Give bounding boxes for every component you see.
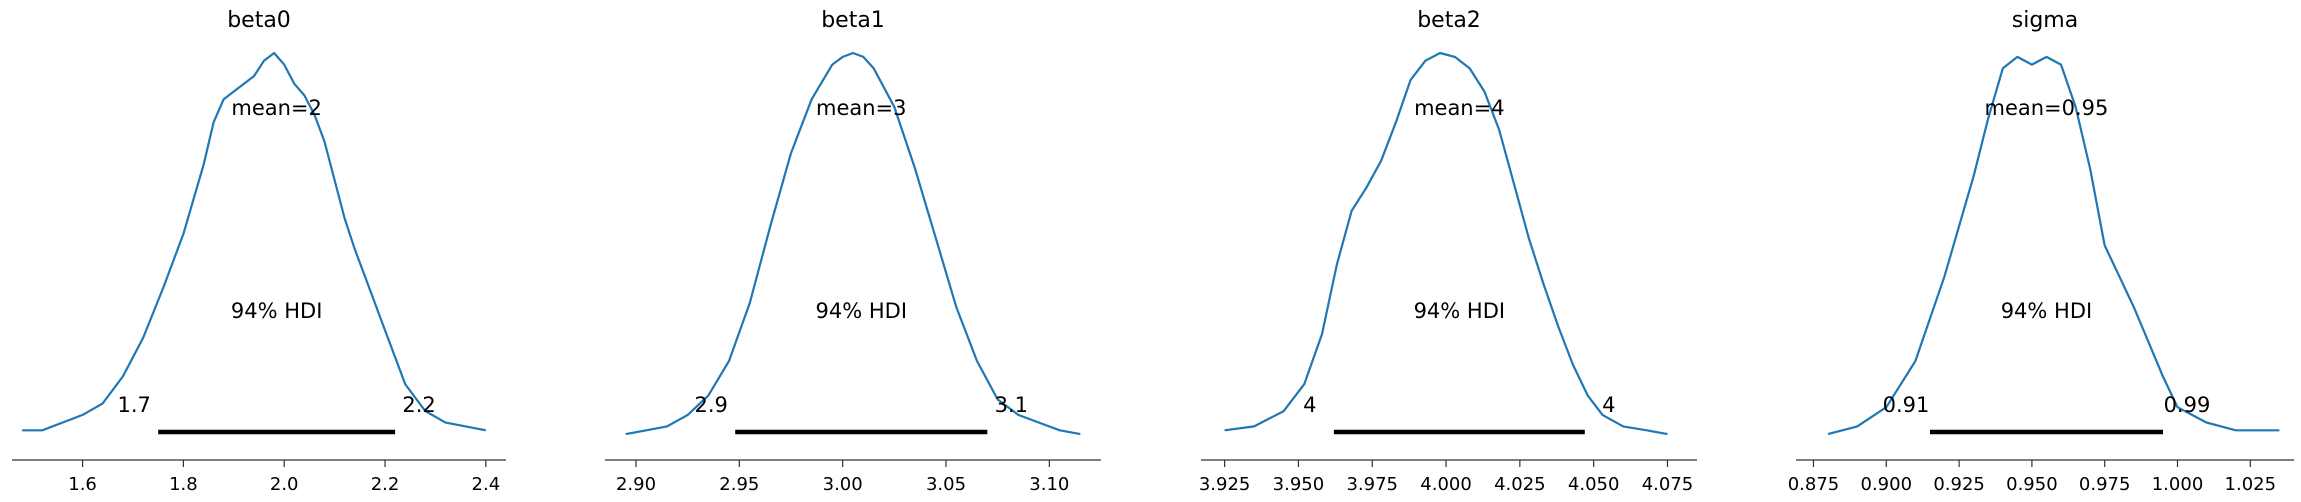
panel-title: beta1 [821,8,885,33]
hdi-lower-label: 1.7 [117,393,150,417]
mean-label: mean=3 [816,96,907,120]
x-tick-label: 3.10 [1029,474,1069,495]
x-tick-label: 2.0 [270,474,299,495]
x-tick-label: 3.925 [1199,474,1251,495]
posterior-panel-beta2: beta2 mean=4 94% HDI 4 4 3.925 3.950 3.975 4.000… [1199,8,1697,495]
x-tick-label: 1.000 [2152,474,2204,495]
hdi-upper-label: 3.1 [995,393,1028,417]
x-tick-label: 0.975 [2079,474,2131,495]
panel-title: beta2 [1417,8,1481,33]
x-tick-label: 4.075 [1642,474,1694,495]
hdi-upper-label: 4 [1602,393,1615,417]
x-tick-label: 0.900 [1861,474,1913,495]
x-tick-label: 0.875 [1788,474,1840,495]
x-tick-label: 3.00 [823,474,863,495]
posterior-panel-beta0: beta0 mean=2 94% HDI 1.7 2.2 1.6 1.8 2.0 2.2 2.4 [12,8,506,495]
hdi-label: 94% HDI [816,299,908,323]
x-tick-label: 1.8 [169,474,198,495]
hdi-lower-label: 4 [1303,393,1316,417]
x-tick-label: 4.025 [1494,474,1546,495]
posterior-panel-sigma: sigma mean=0.95 94% HDI 0.91 0.99 0.875 0.900 0… [1788,8,2294,495]
hdi-lower-label: 2.9 [694,393,727,417]
x-tick-label: 3.975 [1346,474,1398,495]
x-tick-label: 4.050 [1568,474,1620,495]
density-curve [625,51,1081,436]
x-tick-label: 4.000 [1420,474,1472,495]
hdi-label: 94% HDI [1414,299,1506,323]
panel-title: sigma [2012,8,2078,33]
density-curve [1224,51,1668,436]
x-tick-label: 0.925 [1933,474,1985,495]
x-tick-label: 2.90 [616,474,656,495]
x-tick-label: 2.95 [719,474,759,495]
hdi-label: 94% HDI [231,299,323,323]
mean-label: mean=4 [1414,96,1505,120]
x-tick-label: 2.2 [371,474,400,495]
x-tick-label: 1.025 [2225,474,2277,495]
x-tick-label: 0.950 [2006,474,2058,495]
hdi-label: 94% HDI [2001,299,2093,323]
x-tick-label: 2.4 [472,474,501,495]
hdi-lower-label: 0.91 [1883,393,1930,417]
density-curve [1827,55,2280,436]
x-tick-label: 1.6 [68,474,97,495]
posterior-panel-beta1: beta1 mean=3 94% HDI 2.9 3.1 2.90 2.95 3.00 3.05… [605,8,1101,495]
x-tick-label: 3.05 [926,474,966,495]
density-curve [22,51,487,432]
mean-label: mean=0.95 [1984,96,2108,120]
x-tick-label: 3.950 [1273,474,1325,495]
hdi-upper-label: 2.2 [402,393,435,417]
hdi-upper-label: 0.99 [2164,393,2211,417]
mean-label: mean=2 [231,96,322,120]
panel-title: beta0 [227,8,291,33]
